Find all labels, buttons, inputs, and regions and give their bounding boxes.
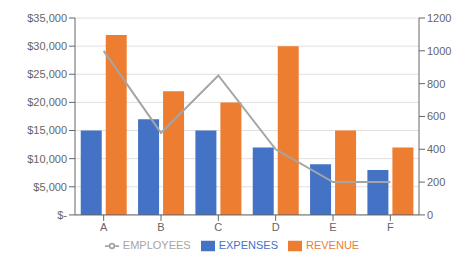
svg-text:600: 600 (427, 110, 445, 122)
svg-text:$-: $- (57, 209, 67, 221)
svg-text:D: D (272, 221, 280, 233)
html-text:EXPENSES: EXPENSES (218, 238, 278, 251)
html-text:EMPLOYEES: EMPLOYEES (122, 238, 191, 251)
svg-text:F: F (387, 221, 394, 233)
svg-text:$5,000: $5,000 (33, 181, 67, 193)
svg-text:800: 800 (427, 78, 445, 90)
svg-text:$10,000: $10,000 (27, 153, 67, 165)
html-text:REVENUE: REVENUE (306, 238, 360, 251)
svg-text:400: 400 (427, 143, 445, 155)
svg-text:$30,000: $30,000 (27, 40, 67, 52)
svg-text:C: C (214, 221, 222, 233)
svg-text:$20,000: $20,000 (27, 96, 67, 108)
svg-text:B: B (157, 221, 164, 233)
svg-text:200: 200 (427, 176, 445, 188)
svg-text:0: 0 (427, 209, 433, 221)
svg-text:$25,000: $25,000 (27, 68, 67, 80)
svg-text:1200: 1200 (427, 12, 451, 24)
svg-text:1000: 1000 (427, 45, 451, 57)
svg-text:$15,000: $15,000 (27, 124, 67, 136)
svg-text:$35,000: $35,000 (27, 12, 67, 24)
svg-text:E: E (329, 221, 336, 233)
svg-text:A: A (100, 221, 108, 233)
